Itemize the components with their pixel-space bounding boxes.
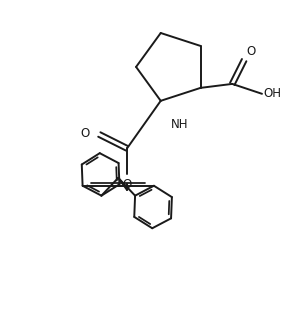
Text: O: O: [246, 45, 255, 58]
Text: NH: NH: [171, 118, 188, 131]
Text: OH: OH: [263, 87, 281, 100]
Text: O: O: [123, 178, 132, 191]
Text: O: O: [80, 127, 89, 140]
